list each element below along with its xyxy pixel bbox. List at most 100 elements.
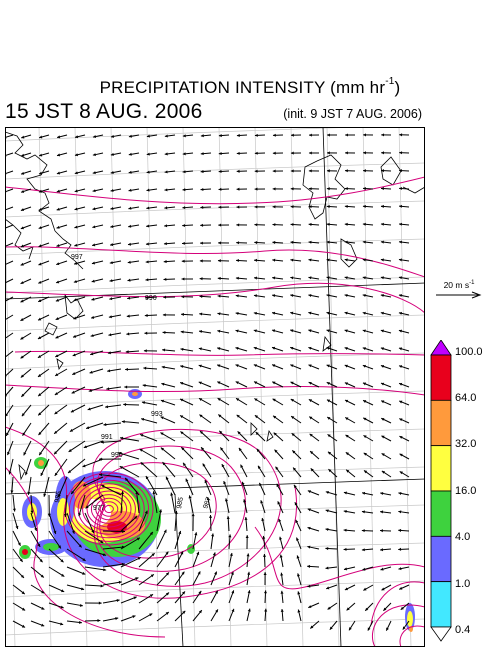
wind-vector-shaft [5, 134, 14, 139]
wind-vector-head [91, 261, 96, 265]
wind-vector-head [161, 365, 165, 369]
wind-vector-head [185, 478, 189, 482]
wind-vector-head [20, 318, 24, 321]
wind-vector-head [272, 205, 276, 209]
wind-vector-head [402, 626, 406, 630]
wind-vector-head [141, 417, 145, 421]
wind-vector-head [21, 607, 26, 611]
wind-vector-head [145, 476, 149, 480]
isobar-label: 991 [101, 434, 113, 441]
wind-vector-head [107, 369, 111, 373]
wind-vector-head [212, 552, 216, 556]
wind-vector-head [345, 133, 348, 137]
wind-vector-head [237, 431, 241, 435]
wind-vector-head [254, 276, 258, 280]
wind-vector-head [362, 311, 366, 315]
wind-vector-head [344, 311, 348, 315]
wind-vector-head [73, 298, 77, 302]
wind-vector-head [72, 353, 76, 357]
wind-vector-head [308, 399, 313, 403]
wind-vector-head [290, 205, 294, 209]
wind-vector-head [327, 151, 330, 155]
wind-vector-head [92, 153, 96, 157]
wind-vector-head [238, 447, 242, 452]
wind-vector-head [398, 311, 402, 315]
wind-vector-head [60, 605, 64, 609]
wind-vector-head [290, 169, 294, 173]
wind-vector-shaft [102, 581, 122, 586]
wind-vector-head [291, 133, 294, 137]
wind-vector-head [291, 433, 295, 437]
wind-vector-shaft [30, 494, 33, 514]
wind-vector-head [217, 294, 221, 298]
wind-vector-shaft [139, 433, 158, 442]
wind-vector-head [135, 491, 139, 495]
wind-vector-head [92, 207, 96, 211]
wind-vector-head [307, 564, 311, 568]
wind-vector-head [211, 533, 215, 537]
wind-vector-head [263, 572, 267, 575]
wind-vector-head [150, 574, 154, 578]
wind-vector-head [178, 530, 182, 535]
wind-vector-shaft [82, 458, 104, 468]
wind-vector-head [146, 170, 150, 174]
latitude-line [5, 542, 425, 560]
wind-vector-head [128, 152, 132, 156]
wind-vector-head [290, 346, 294, 350]
wind-vector-head [363, 452, 367, 456]
wind-vector-head [296, 555, 300, 559]
wind-vector-head [344, 222, 348, 226]
wind-vector-head [100, 584, 104, 588]
wind-vector-head [21, 624, 26, 628]
wind-vector-head [326, 346, 330, 350]
wind-vector-head [180, 381, 184, 385]
wind-vector-head [380, 548, 384, 552]
wind-vector-head [194, 532, 198, 536]
wind-vector-head [125, 367, 129, 371]
wind-vector-shaft [185, 478, 194, 496]
wind-vector-head [326, 187, 330, 191]
wind-vector-head [149, 594, 154, 598]
wind-vector-head [20, 374, 24, 378]
wind-vector-head [297, 609, 301, 613]
wind-vector-head [261, 517, 265, 522]
wind-vector-head [136, 537, 140, 541]
colorbar-box [430, 354, 452, 401]
latitude-line [5, 428, 425, 446]
wind-vector-head [92, 135, 97, 139]
wind-vector-head [272, 169, 276, 173]
wind-vector-head [145, 260, 149, 264]
wind-vector-head [380, 529, 383, 533]
wind-vector-shaft [120, 596, 137, 604]
wind-vector-head [199, 277, 203, 281]
wind-vector-head [228, 534, 232, 538]
wind-vector-head [362, 187, 366, 191]
wind-vector-head [163, 242, 167, 246]
wind-vector-head [363, 169, 366, 173]
wind-vector-head [362, 204, 366, 208]
wind-vector-head [181, 295, 185, 299]
wind-vector-shaft [5, 242, 14, 247]
wind-vector-head [280, 572, 284, 576]
wind-vector-shaft [27, 476, 32, 495]
wind-vector-head [254, 151, 258, 155]
wind-vector-head [344, 364, 348, 368]
wind-vector-head [38, 244, 42, 248]
wind-vector-shaft [85, 494, 104, 509]
wind-vector-head [92, 243, 96, 247]
wind-vector-head [363, 400, 367, 403]
reference-arrow-icon [436, 291, 482, 299]
wind-vector-shaft [82, 476, 104, 487]
wind-vector-head [308, 276, 312, 280]
wind-vector-head [74, 225, 78, 229]
wind-vector-head [110, 207, 114, 211]
wind-vector-head [38, 280, 42, 284]
wind-vector-head [224, 498, 228, 502]
colorbar-label: 0.4 [455, 624, 471, 636]
wind-vector-head [21, 413, 25, 417]
wind-vector-head [181, 571, 185, 575]
wind-vector-head [215, 609, 218, 613]
wind-vector-head [108, 315, 112, 319]
wind-vector-head [276, 483, 280, 488]
wind-vector-head [56, 153, 61, 157]
